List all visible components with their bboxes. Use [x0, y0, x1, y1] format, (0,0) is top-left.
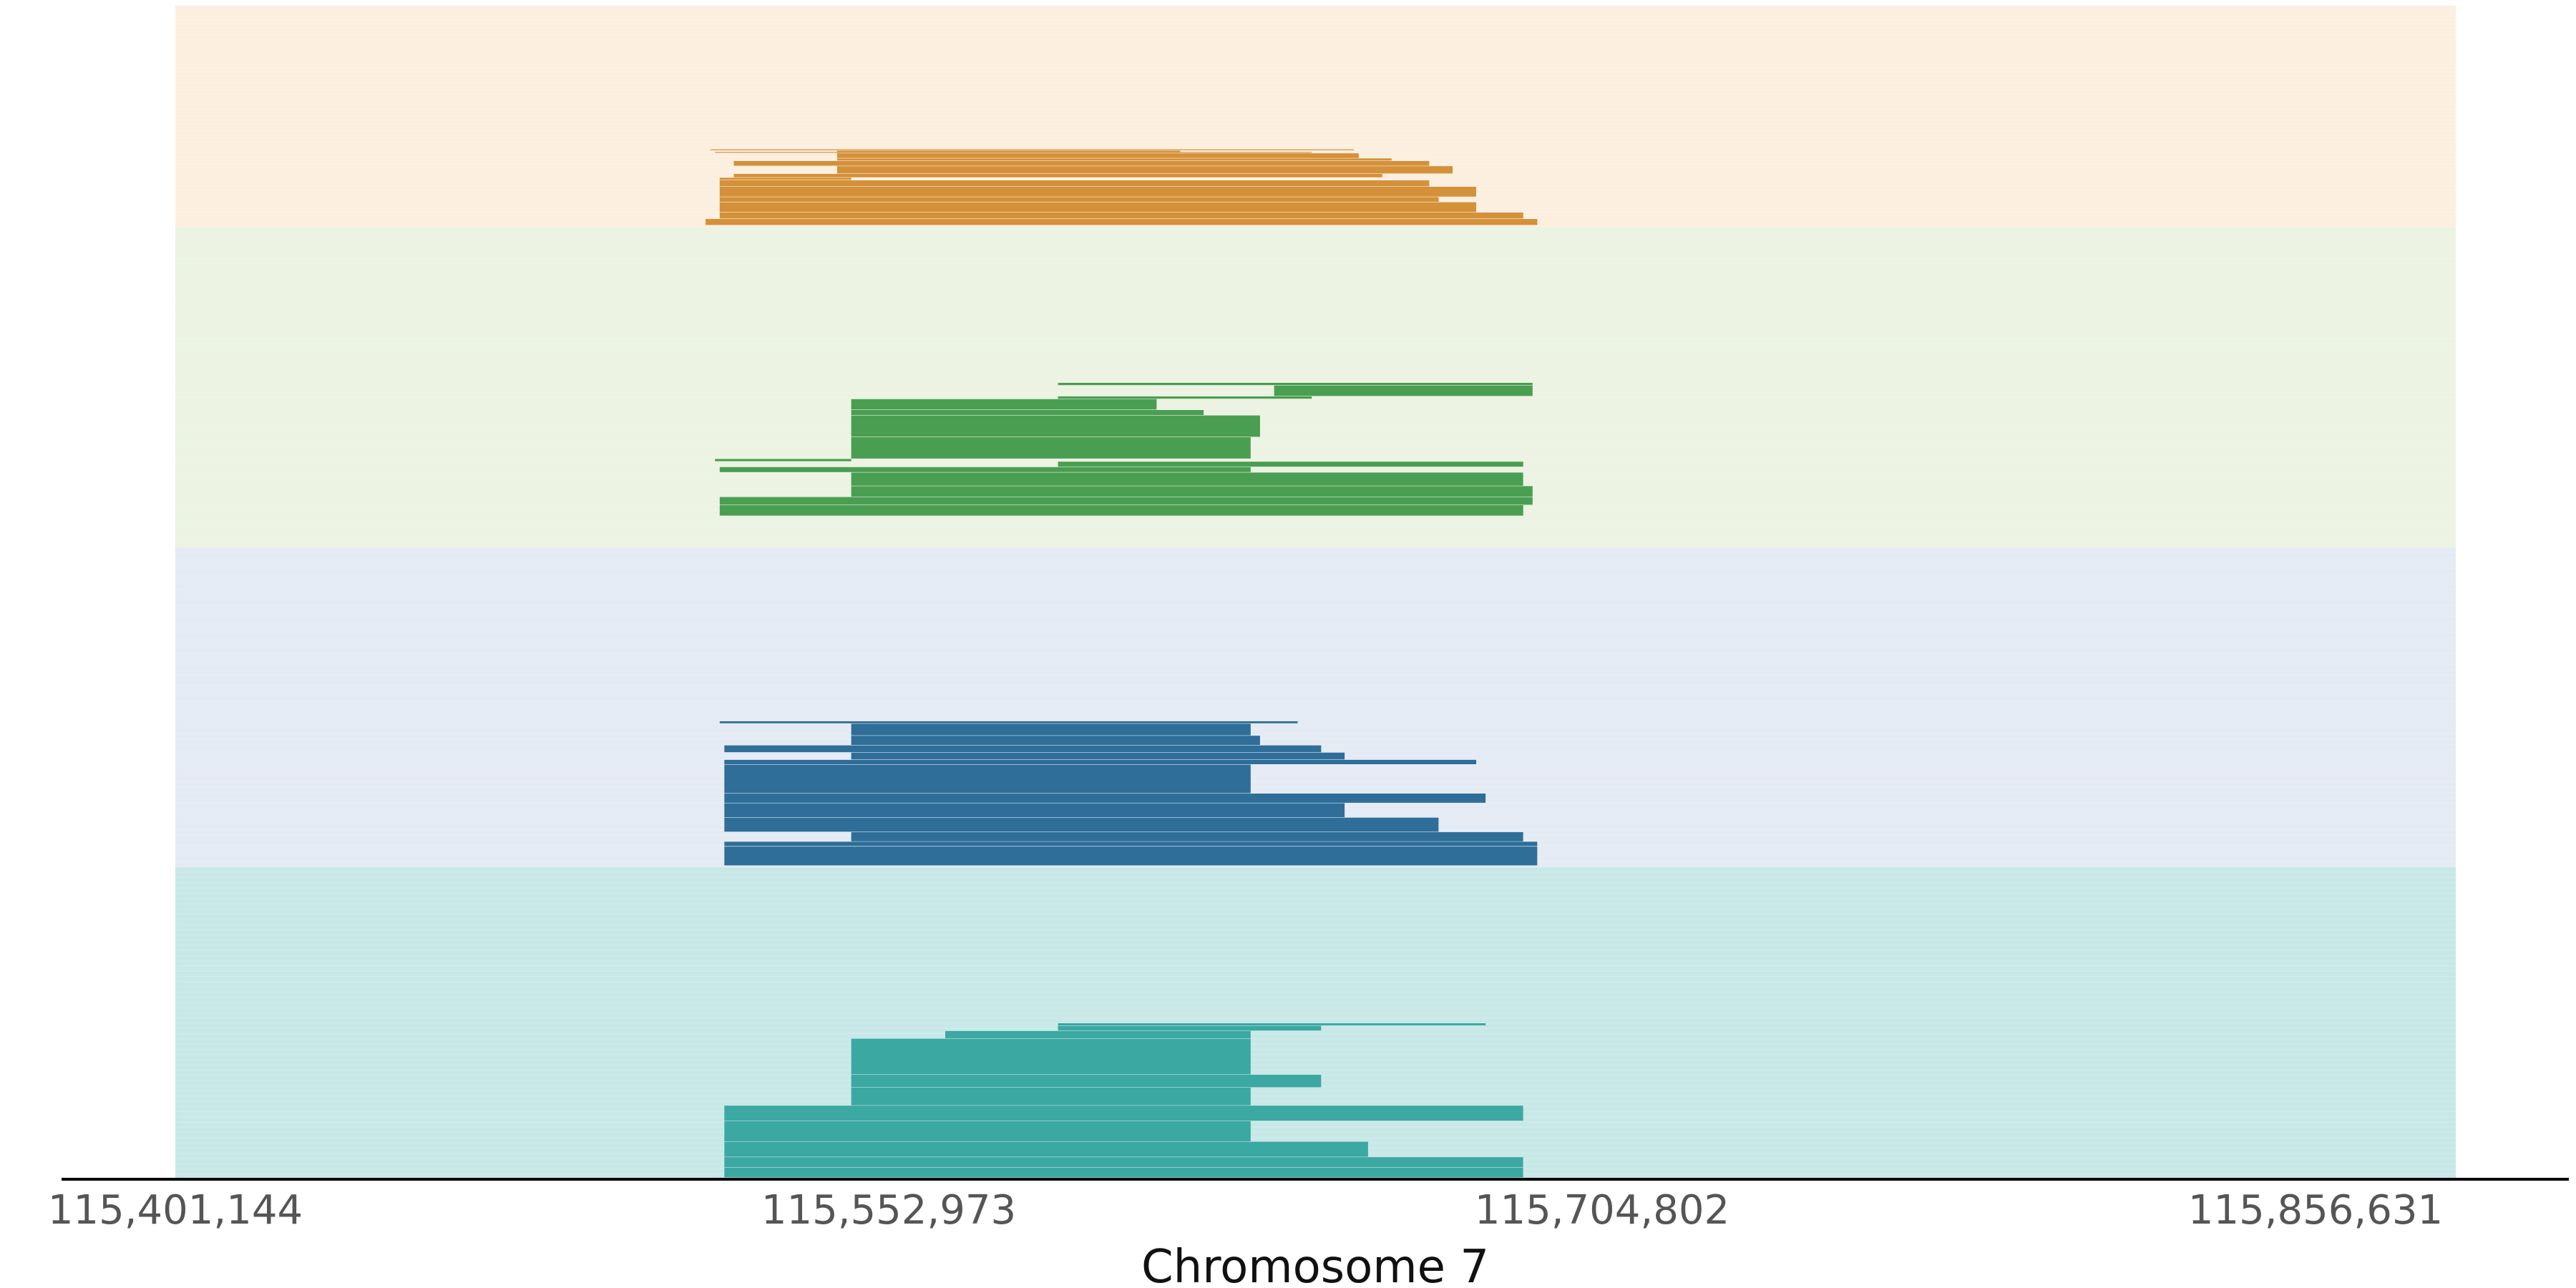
read-interval-g1-7 [836, 166, 1453, 174]
x-tick-label: 115,856,631 [2188, 1187, 2443, 1234]
read-interval-g3-8 [724, 794, 1486, 803]
read-interval-g4-7 [724, 1106, 1523, 1121]
read-interval-g2-7 [851, 437, 1251, 459]
read-interval-g3-9 [724, 803, 1345, 818]
x-tick-label: 115,552,973 [761, 1187, 1016, 1234]
read-interval-g3-11 [851, 831, 1523, 841]
x-axis-ticks: 115,401,144 115,552,973 115,704,802 115,856… [48, 1187, 2443, 1234]
read-interval-g1-11 [719, 187, 1476, 197]
read-interval-g3-5 [851, 752, 1345, 760]
read-interval-g4-10 [724, 1157, 1523, 1167]
read-interval-g4-8 [724, 1121, 1251, 1141]
read-interval-g4-1 [1058, 1023, 1486, 1025]
read-interval-g1-6 [733, 161, 1430, 166]
read-interval-g1-9 [719, 177, 852, 180]
read-interval-g2-6 [851, 415, 1260, 437]
x-tick-label: 115,704,802 [1475, 1187, 1729, 1234]
read-interval-g2-14 [719, 505, 1523, 516]
read-interval-g3-7 [724, 764, 1251, 794]
read-interval-g1-8 [733, 174, 1382, 177]
read-interval-g2-10 [719, 467, 1251, 472]
read-interval-g1-15 [706, 219, 1538, 225]
read-interval-g2-3 [1058, 396, 1312, 399]
read-interval-g3-13 [724, 847, 1538, 866]
x-tick-label: 115,401,144 [48, 1187, 303, 1234]
read-interval-g2-2 [1274, 385, 1533, 396]
read-interval-g1-14 [719, 213, 1523, 219]
read-interval-g3-2 [851, 723, 1251, 736]
read-interval-g2-4 [851, 399, 1157, 410]
read-interval-g2-5 [851, 410, 1204, 415]
read-intervals [706, 149, 1538, 1178]
read-interval-g1-2 [836, 150, 1181, 153]
read-interval-g3-4 [724, 745, 1322, 753]
read-interval-g3-6 [724, 759, 1476, 764]
read-interval-g1-5 [836, 158, 1392, 161]
read-interval-g2-8 [715, 459, 852, 462]
read-interval-g2-13 [719, 497, 1533, 505]
read-interval-g2-12 [851, 486, 1533, 497]
read-interval-g4-3 [945, 1030, 1251, 1038]
read-interval-g4-9 [724, 1141, 1368, 1157]
read-interval-g4-11 [724, 1167, 1523, 1178]
read-interval-g2-11 [851, 472, 1523, 486]
read-interval-g1-10 [719, 180, 1430, 187]
x-axis-title: Chromosome 7 [1141, 1241, 1489, 1288]
read-interval-g2-1 [1058, 383, 1533, 386]
read-interval-g4-5 [851, 1075, 1322, 1088]
read-interval-g1-4 [836, 153, 1359, 158]
read-interval-g1-12 [719, 197, 1439, 202]
read-interval-g4-2 [1058, 1025, 1322, 1031]
read-interval-g3-10 [724, 817, 1439, 832]
read-interval-g3-3 [851, 736, 1260, 746]
read-interval-g3-12 [724, 841, 1538, 847]
read-interval-g4-6 [851, 1088, 1251, 1106]
read-interval-g2-9 [1058, 462, 1523, 467]
read-interval-g3-1 [719, 721, 1298, 723]
read-interval-g4-4 [851, 1038, 1251, 1075]
read-interval-g1-13 [719, 202, 1476, 213]
